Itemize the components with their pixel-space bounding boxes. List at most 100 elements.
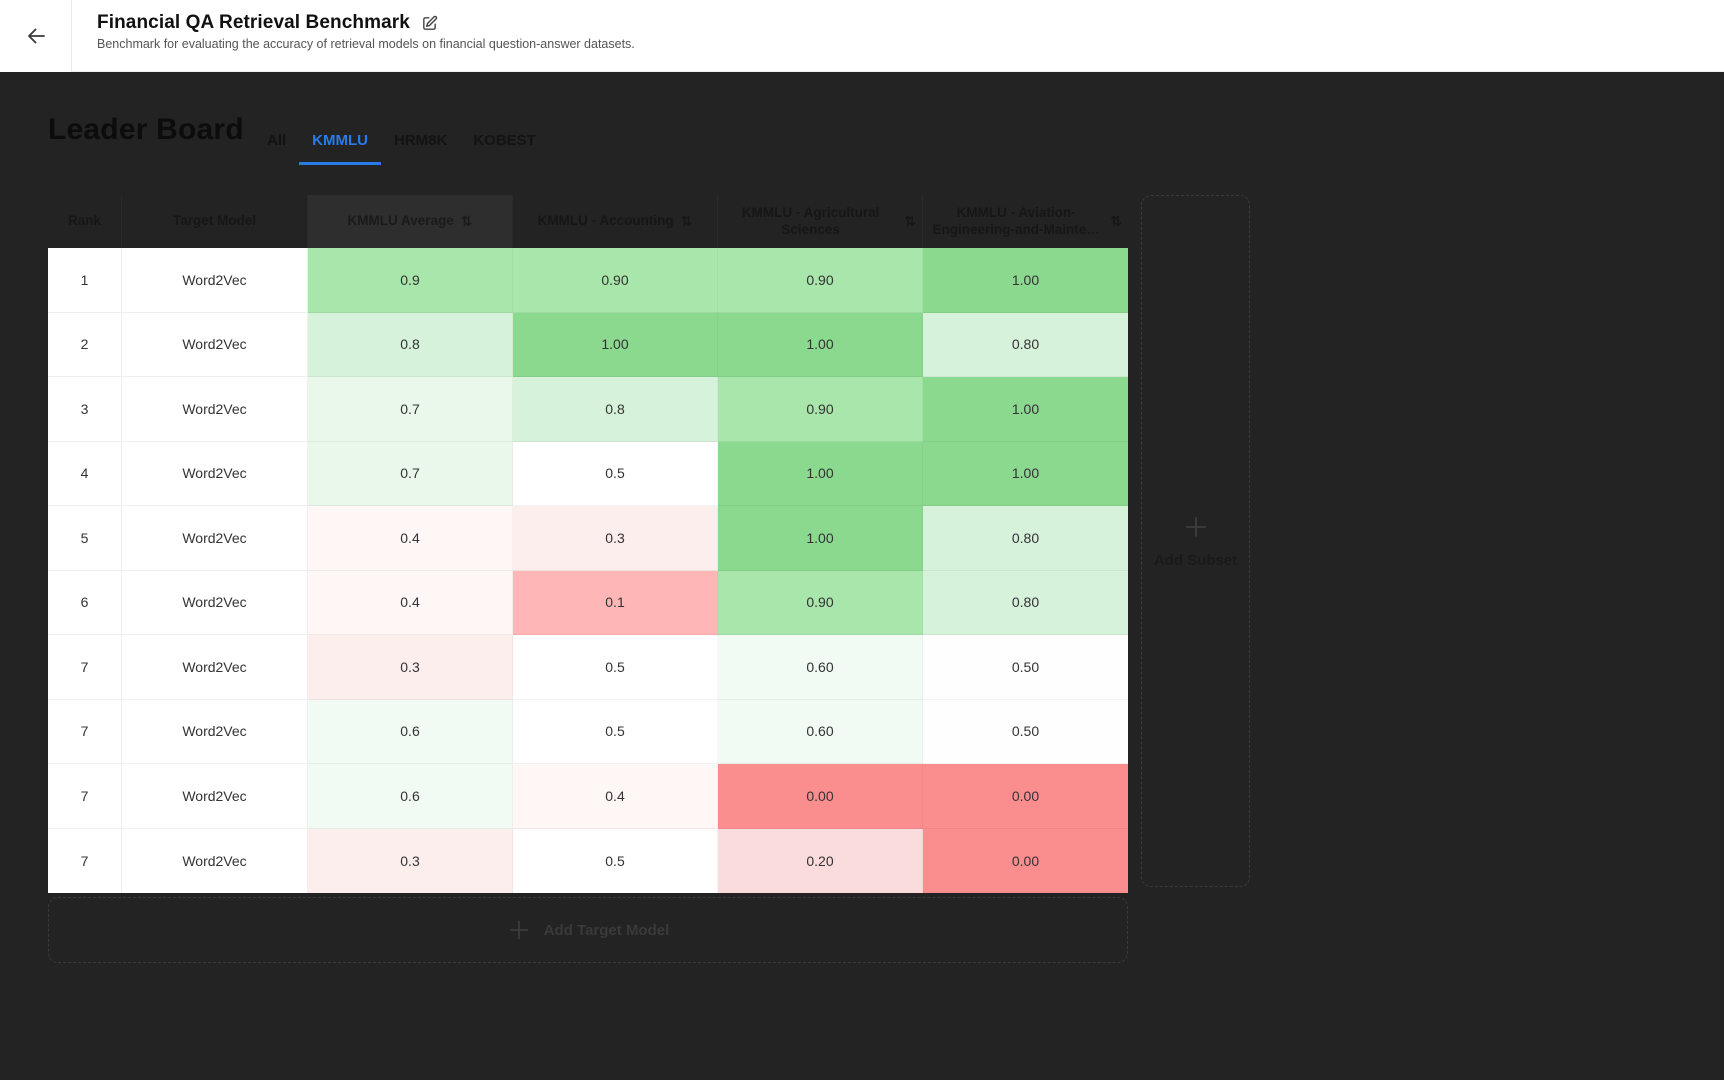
back-button[interactable] xyxy=(0,0,72,72)
rank-cell: 7 xyxy=(48,699,122,764)
add-subset-button[interactable]: Add Subset xyxy=(1141,195,1250,887)
score-cell: 0.90 xyxy=(718,570,923,635)
model-cell: Word2Vec xyxy=(122,828,308,893)
score-cell: 1.00 xyxy=(923,377,1128,442)
tab-all[interactable]: All xyxy=(254,128,299,165)
column-label: KMMLU - Aviation-Engineering-and-Mainte… xyxy=(932,204,1100,237)
sort-icon[interactable]: ⇅ xyxy=(680,213,693,230)
score-cell: 0.3 xyxy=(308,635,513,700)
score-cell: 1.00 xyxy=(718,441,923,506)
model-cell: Word2Vec xyxy=(122,248,308,313)
score-cell: 0.1 xyxy=(513,570,718,635)
sort-icon[interactable]: ⇅ xyxy=(904,213,916,230)
score-cell: 0.7 xyxy=(308,441,513,506)
table-row: 5 Word2Vec 0.4 0.3 1.00 0.80 xyxy=(48,506,1128,571)
topbar-text: Financial QA Retrieval Benchmark Benchma… xyxy=(72,0,635,71)
score-cell: 0.90 xyxy=(718,377,923,442)
table-row: 7 Word2Vec 0.3 0.5 0.60 0.50 xyxy=(48,635,1128,700)
rank-cell: 5 xyxy=(48,506,122,571)
leaderboard-title: Leader Board xyxy=(48,113,244,146)
column-label: Target Model xyxy=(172,213,256,229)
leaderboard-section: Leader Board All KMMLU HRM8K KOBEST Rank Tar… xyxy=(0,72,1724,1080)
edit-title-icon[interactable] xyxy=(421,15,438,32)
column-header-kmmlu-aviation-engineering-and-mainte[interactable]: KMMLU - Aviation-Engineering-and-Mainte…… xyxy=(923,195,1128,248)
score-cell: 0.80 xyxy=(923,312,1128,377)
score-cell: 0.00 xyxy=(718,764,923,829)
column-header-kmmlu-agricultural-sciences[interactable]: KMMLU - Agricultural Sciences ⇅ xyxy=(718,195,923,248)
page-title: Financial QA Retrieval Benchmark xyxy=(97,12,410,33)
table-row: 6 Word2Vec 0.4 0.1 0.90 0.80 xyxy=(48,570,1128,635)
model-cell: Word2Vec xyxy=(122,441,308,506)
score-cell: 0.00 xyxy=(923,764,1128,829)
score-cell: 0.5 xyxy=(513,828,718,893)
score-cell: 0.60 xyxy=(718,635,923,700)
model-cell: Word2Vec xyxy=(122,764,308,829)
score-cell: 0.5 xyxy=(513,635,718,700)
column-label: KMMLU - Agricultural Sciences xyxy=(741,204,880,237)
sort-icon[interactable]: ⇅ xyxy=(1110,213,1122,230)
score-cell: 1.00 xyxy=(513,312,718,377)
rank-cell: 1 xyxy=(48,248,122,313)
column-label: KMMLU Average xyxy=(347,213,454,229)
tab-hrm8k[interactable]: HRM8K xyxy=(381,128,460,165)
score-cell: 0.3 xyxy=(308,828,513,893)
rank-cell: 7 xyxy=(48,635,122,700)
sort-icon[interactable]: ⇅ xyxy=(460,213,473,230)
score-cell: 1.00 xyxy=(718,312,923,377)
column-label: Rank xyxy=(67,213,101,229)
column-header-kmmlu-average[interactable]: KMMLU Average ⇅ xyxy=(308,195,513,248)
score-cell: 0.7 xyxy=(308,377,513,442)
left-arrow-icon xyxy=(24,24,48,48)
rank-cell: 4 xyxy=(48,441,122,506)
score-cell: 0.4 xyxy=(308,570,513,635)
column-header-kmmlu-accounting[interactable]: KMMLU - Accounting ⇅ xyxy=(513,195,718,248)
table-header-row: Rank Target Model KMMLU Average ⇅ KMMLU - Ac… xyxy=(48,195,1128,248)
score-cell: 0.6 xyxy=(308,699,513,764)
table-row: 2 Word2Vec 0.8 1.00 1.00 0.80 xyxy=(48,312,1128,377)
leaderboard-tabs: All KMMLU HRM8K KOBEST xyxy=(254,128,549,165)
score-cell: 0.8 xyxy=(513,377,718,442)
model-cell: Word2Vec xyxy=(122,506,308,571)
score-cell: 0.80 xyxy=(923,570,1128,635)
rank-cell: 7 xyxy=(48,828,122,893)
score-cell: 1.00 xyxy=(718,506,923,571)
score-cell: 0.60 xyxy=(718,699,923,764)
rank-cell: 2 xyxy=(48,312,122,377)
tab-kobest[interactable]: KOBEST xyxy=(460,128,549,165)
model-cell: Word2Vec xyxy=(122,699,308,764)
plus-icon xyxy=(1183,514,1209,540)
score-cell: 0.6 xyxy=(308,764,513,829)
score-cell: 0.90 xyxy=(513,248,718,313)
score-cell: 0.3 xyxy=(513,506,718,571)
table-body: 1 Word2Vec 0.9 0.90 0.90 1.00 2 Word2Vec 0.8 1.00… xyxy=(48,248,1128,893)
table-row: 3 Word2Vec 0.7 0.8 0.90 1.00 xyxy=(48,377,1128,442)
plus-icon xyxy=(507,918,531,942)
column-label: KMMLU - Accounting xyxy=(537,213,674,229)
score-cell: 0.50 xyxy=(923,635,1128,700)
table-row: 1 Word2Vec 0.9 0.90 0.90 1.00 xyxy=(48,248,1128,313)
score-cell: 0.50 xyxy=(923,699,1128,764)
add-target-model-label: Add Target Model xyxy=(543,921,670,939)
tab-kmmlu[interactable]: KMMLU xyxy=(299,128,381,165)
add-target-model-button[interactable]: Add Target Model xyxy=(48,897,1128,963)
leaderboard-table: Rank Target Model KMMLU Average ⇅ KMMLU - Ac… xyxy=(48,195,1128,893)
score-cell: 0.5 xyxy=(513,441,718,506)
table-row: 7 Word2Vec 0.3 0.5 0.20 0.00 xyxy=(48,828,1128,893)
model-cell: Word2Vec xyxy=(122,312,308,377)
page-subtitle: Benchmark for evaluating the accuracy of… xyxy=(97,37,635,51)
rank-cell: 3 xyxy=(48,377,122,442)
topbar: Financial QA Retrieval Benchmark Benchma… xyxy=(0,0,1724,72)
model-cell: Word2Vec xyxy=(122,635,308,700)
score-cell: 1.00 xyxy=(923,441,1128,506)
table-row: 4 Word2Vec 0.7 0.5 1.00 1.00 xyxy=(48,441,1128,506)
rank-cell: 7 xyxy=(48,764,122,829)
score-cell: 0.80 xyxy=(923,506,1128,571)
add-subset-label: Add Subset xyxy=(1153,551,1238,569)
score-cell: 0.4 xyxy=(308,506,513,571)
table-row: 7 Word2Vec 0.6 0.4 0.00 0.00 xyxy=(48,764,1128,829)
column-header-rank: Rank xyxy=(48,195,122,248)
score-cell: 0.8 xyxy=(308,312,513,377)
column-header-target-model: Target Model xyxy=(122,195,308,248)
model-cell: Word2Vec xyxy=(122,570,308,635)
